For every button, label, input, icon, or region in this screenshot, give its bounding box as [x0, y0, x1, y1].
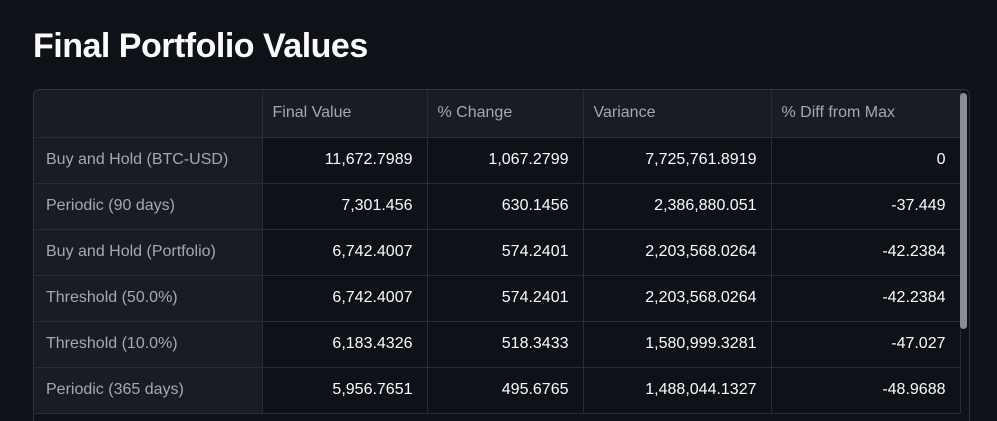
- cell-variance[interactable]: 2,203,568.0264: [583, 275, 772, 322]
- cell-pct-change[interactable]: 630.1456: [427, 183, 584, 230]
- cell-final-value[interactable]: 11,672.7989: [262, 137, 428, 184]
- table-row: Buy and Hold (Portfolio) 6,742.4007 574.…: [34, 229, 961, 276]
- row-label[interactable]: Threshold (50.0%): [34, 275, 263, 322]
- cell-diff-from-max[interactable]: -37.449: [771, 183, 961, 230]
- cell-variance[interactable]: 1,488,044.1327: [583, 367, 772, 414]
- cell-variance[interactable]: 2,386,880.051: [583, 183, 772, 230]
- column-header-final-value[interactable]: Final Value: [262, 90, 428, 138]
- cell-variance[interactable]: 7,725,761.8919: [583, 137, 772, 184]
- cell-pct-change[interactable]: 574.2401: [427, 275, 584, 322]
- index-header: [34, 90, 263, 138]
- column-header-diff-from-max[interactable]: % Diff from Max: [771, 90, 961, 138]
- cell-variance[interactable]: 2,203,568.0264: [583, 229, 772, 276]
- column-header-variance[interactable]: Variance: [583, 90, 772, 138]
- cell-final-value[interactable]: 6,183.4326: [262, 321, 428, 368]
- cell-final-value[interactable]: 6,742.4007: [262, 275, 428, 322]
- table-row: Buy and Hold (BTC-USD) 11,672.7989 1,067…: [34, 137, 961, 184]
- cell-diff-from-max[interactable]: -48.9688: [771, 367, 961, 414]
- table-row: Periodic (365 days) 5,956.7651 495.6765 …: [34, 367, 961, 414]
- row-label[interactable]: Buy and Hold (Portfolio): [34, 229, 263, 276]
- cell-pct-change[interactable]: 518.3433: [427, 321, 584, 368]
- row-label[interactable]: Periodic (365 days): [34, 367, 263, 414]
- row-label[interactable]: Periodic (90 days): [34, 183, 263, 230]
- row-label[interactable]: Buy and Hold (BTC-USD): [34, 137, 263, 184]
- cell-final-value[interactable]: 6,742.4007: [262, 229, 428, 276]
- cell-pct-change[interactable]: 574.2401: [427, 229, 584, 276]
- row-label[interactable]: Threshold (10.0%): [34, 321, 263, 368]
- table-row: Periodic (90 days) 7,301.456 630.1456 2,…: [34, 183, 961, 230]
- dataframe[interactable]: Final Value % Change Variance % Diff fro…: [33, 89, 970, 421]
- table-row: Threshold (10.0%) 6,183.4326 518.3433 1,…: [34, 321, 961, 368]
- vertical-scrollbar[interactable]: [960, 93, 967, 329]
- table-row: Threshold (50.0%) 6,742.4007 574.2401 2,…: [34, 275, 961, 322]
- cell-final-value[interactable]: 7,301.456: [262, 183, 428, 230]
- page-title: Final Portfolio Values: [33, 27, 368, 65]
- cell-variance[interactable]: 1,580,999.3281: [583, 321, 772, 368]
- data-table: Final Value % Change Variance % Diff fro…: [34, 90, 961, 414]
- column-header-pct-change[interactable]: % Change: [427, 90, 584, 138]
- cell-diff-from-max[interactable]: -42.2384: [771, 275, 961, 322]
- cell-pct-change[interactable]: 1,067.2799: [427, 137, 584, 184]
- header-row: Final Value % Change Variance % Diff fro…: [34, 90, 961, 138]
- cell-diff-from-max[interactable]: 0: [771, 137, 961, 184]
- cell-diff-from-max[interactable]: -42.2384: [771, 229, 961, 276]
- cell-pct-change[interactable]: 495.6765: [427, 367, 584, 414]
- cell-final-value[interactable]: 5,956.7651: [262, 367, 428, 414]
- cell-diff-from-max[interactable]: -47.027: [771, 321, 961, 368]
